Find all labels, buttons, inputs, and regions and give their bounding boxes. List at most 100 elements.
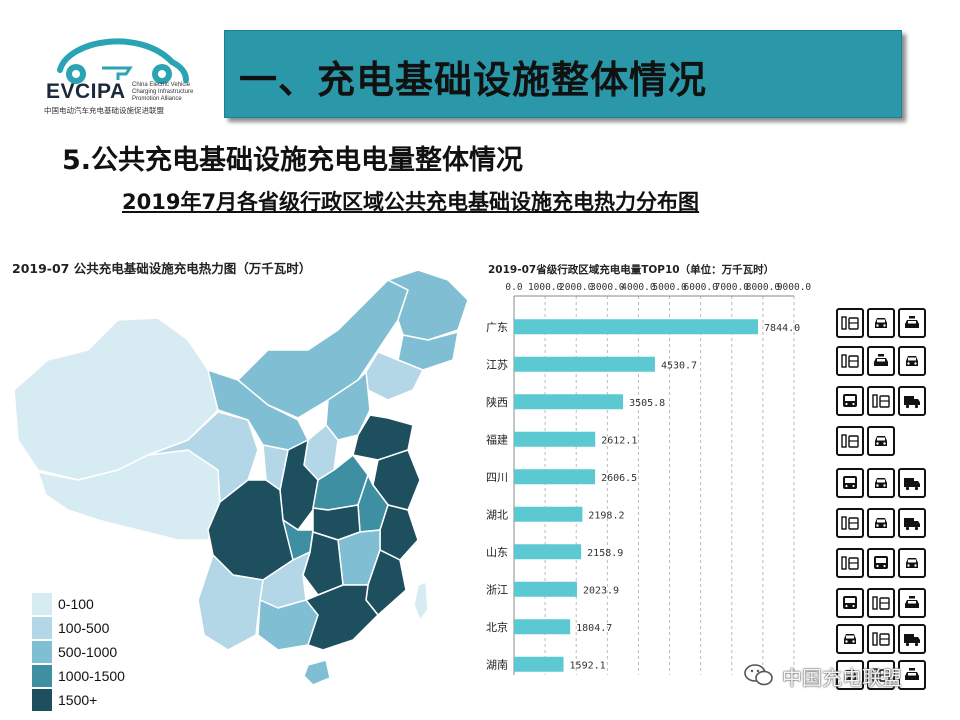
car-front-icon <box>867 508 895 538</box>
figure-heading: 2019年7月各省级行政区域公共充电基础设施充电热力分布图 <box>122 190 700 214</box>
title-banner: 一、充电基础设施整体情况 <box>224 30 902 118</box>
icon-row <box>836 588 926 618</box>
x-tick-label: 6000.0 <box>684 282 719 293</box>
truck-icon <box>898 468 926 498</box>
legend-swatch <box>32 593 52 615</box>
page-title: 一、充电基础设施整体情况 <box>239 58 708 102</box>
category-label: 广东 <box>486 321 508 334</box>
bus-front-icon <box>867 548 895 578</box>
legend-item: 1000-1500 <box>32 664 125 688</box>
taxi-icon <box>898 308 926 338</box>
legend-label: 1000-1500 <box>58 668 125 684</box>
car-front-icon <box>836 660 864 690</box>
charger-bus-icon <box>867 660 895 690</box>
region-taiwan <box>413 581 429 621</box>
data-label: 2023.9 <box>583 585 619 596</box>
charger-bus-icon <box>836 346 864 376</box>
china-heat-map <box>13 269 469 686</box>
data-label: 3505.8 <box>629 398 665 409</box>
icon-row <box>836 548 926 578</box>
charger-bus-icon <box>836 508 864 538</box>
x-tick-label: 7000.0 <box>715 282 750 293</box>
legend-label: 0-100 <box>58 596 94 612</box>
x-tick-label: 2000.0 <box>559 282 594 293</box>
category-label: 陕西 <box>486 395 508 409</box>
region-guangdong <box>305 584 379 651</box>
taxi-icon <box>898 660 926 690</box>
region-zhejiang <box>379 504 419 561</box>
map-title: 2019-07 公共充电基础设施充电热力图（万千瓦时） <box>12 261 312 276</box>
region-yunnan <box>197 554 264 651</box>
bar <box>514 431 596 447</box>
wechat-icon <box>744 664 773 686</box>
charger-bus-icon <box>867 386 895 416</box>
region-shandong <box>352 414 414 461</box>
truck-icon <box>898 508 926 538</box>
x-tick-label: 8000.0 <box>746 282 781 293</box>
icon-row <box>836 468 926 498</box>
legend-item: 0-100 <box>32 592 125 616</box>
category-label: 北京 <box>486 620 508 634</box>
truck-icon <box>898 386 926 416</box>
category-label: 浙江 <box>486 583 508 596</box>
taxi-icon <box>867 346 895 376</box>
data-label: 1592.1 <box>570 660 606 671</box>
icon-row <box>836 660 926 690</box>
x-tick-label: 5000.0 <box>652 282 687 293</box>
region-hainan <box>303 659 331 686</box>
x-tick-label: 1000.0 <box>528 282 563 293</box>
legend-label: 100-500 <box>58 620 110 636</box>
top10-bar-chart: 0.0 1000.02000.03000.04000.05000.06000.07… <box>486 282 812 675</box>
bar <box>514 356 655 372</box>
bar <box>514 619 571 635</box>
bar <box>514 581 577 597</box>
x-tick-label: 0.0 <box>505 282 522 293</box>
x-tick-label: 9000.0 <box>777 282 812 293</box>
category-label: 山东 <box>486 546 508 559</box>
legend-swatch <box>32 689 52 711</box>
category-label: 湖南 <box>486 658 508 671</box>
bus-front-icon <box>836 386 864 416</box>
bar <box>514 469 596 485</box>
legend-swatch <box>32 665 52 687</box>
region-heilongjiang <box>387 269 469 341</box>
map-legend: 0-100 100-500 500-1000 1000-1500 1500+ <box>32 592 125 712</box>
icon-row <box>836 346 926 376</box>
bar-chart-title: 2019-07省级行政区域充电电量TOP10（单位：万千瓦时） <box>488 264 775 276</box>
car-front-icon <box>898 346 926 376</box>
car-front-icon <box>898 548 926 578</box>
legend-swatch <box>32 641 52 663</box>
charger-bus-icon <box>836 308 864 338</box>
x-tick-label: 4000.0 <box>621 282 656 293</box>
car-front-icon <box>867 426 895 456</box>
car-front-icon <box>836 624 864 654</box>
legend-label: 1500+ <box>58 692 98 708</box>
data-label: 2158.9 <box>587 548 623 559</box>
car-front-icon <box>867 308 895 338</box>
bar <box>514 506 583 522</box>
logo-name: EVCIPA <box>46 80 126 103</box>
legend-item: 100-500 <box>32 616 125 640</box>
bar <box>514 656 564 672</box>
icon-row <box>836 308 926 338</box>
charger-bus-icon <box>867 624 895 654</box>
data-label: 7844.0 <box>764 323 800 334</box>
ev-car-logo-icon <box>57 38 189 84</box>
legend-label: 500-1000 <box>58 644 118 660</box>
car-front-icon <box>867 468 895 498</box>
region-qinghai <box>147 411 259 503</box>
taxi-icon <box>898 588 926 618</box>
truck-icon <box>898 624 926 654</box>
logo-subtitle-en: China Electric Vehicle Charging Infrastr… <box>132 82 194 102</box>
logo-subtitle-cn: 中国电动汽车充电基础设施促进联盟 <box>44 106 164 115</box>
category-label: 福建 <box>486 432 508 446</box>
section-subtitle: 5.公共充电基础设施充电电量整体情况 <box>62 145 524 176</box>
category-label: 江苏 <box>486 358 508 371</box>
category-label: 四川 <box>486 471 508 484</box>
data-label: 2198.2 <box>588 510 624 521</box>
legend-swatch <box>32 617 52 639</box>
icon-row <box>836 426 895 456</box>
legend-item: 1500+ <box>32 688 125 712</box>
bar <box>514 319 759 335</box>
x-tick-label: 3000.0 <box>590 282 625 293</box>
